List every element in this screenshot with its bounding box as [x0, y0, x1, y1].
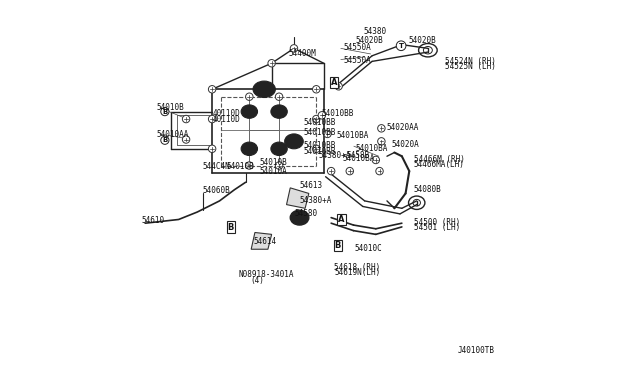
Ellipse shape — [241, 105, 257, 118]
Text: 54020A: 54020A — [392, 140, 420, 149]
Text: 54010B: 54010B — [156, 103, 184, 112]
Text: A: A — [339, 215, 345, 224]
Text: 54400M: 54400M — [289, 49, 316, 58]
Circle shape — [209, 115, 216, 123]
Circle shape — [324, 130, 331, 138]
Circle shape — [396, 41, 406, 51]
Ellipse shape — [241, 142, 257, 155]
Circle shape — [275, 162, 283, 169]
Text: 54550A: 54550A — [344, 56, 371, 65]
Polygon shape — [287, 188, 309, 208]
Text: 54501 (LH): 54501 (LH) — [413, 223, 460, 232]
FancyBboxPatch shape — [227, 221, 235, 232]
Text: 54380+A: 54380+A — [300, 196, 332, 205]
FancyBboxPatch shape — [334, 240, 342, 251]
Circle shape — [246, 162, 253, 169]
Ellipse shape — [290, 210, 309, 225]
Text: B: B — [163, 137, 168, 143]
Circle shape — [182, 136, 190, 143]
Text: (4): (4) — [250, 276, 264, 285]
Circle shape — [246, 93, 253, 100]
Text: T: T — [399, 43, 404, 49]
Text: 54619N(LH): 54619N(LH) — [334, 268, 380, 277]
Text: 54580: 54580 — [294, 209, 318, 218]
Ellipse shape — [271, 142, 287, 155]
Text: 54550A: 54550A — [344, 43, 371, 52]
Circle shape — [182, 115, 190, 123]
Circle shape — [291, 45, 298, 52]
Circle shape — [161, 108, 169, 116]
Text: B: B — [163, 109, 168, 115]
Circle shape — [372, 156, 380, 164]
Text: J40100TB: J40100TB — [458, 346, 495, 355]
Text: 5458B: 5458B — [347, 151, 370, 160]
Text: 54010BB: 54010BB — [303, 118, 335, 127]
Text: N08918-3401A: N08918-3401A — [239, 270, 294, 279]
Text: 54010BB: 54010BB — [303, 128, 335, 137]
Polygon shape — [251, 232, 271, 249]
FancyBboxPatch shape — [330, 77, 338, 88]
Text: 54020B: 54020B — [356, 36, 383, 45]
Text: 54466MA(LH): 54466MA(LH) — [413, 160, 465, 169]
Text: B: B — [335, 241, 341, 250]
Text: B: B — [228, 222, 234, 232]
Text: 54010BB: 54010BB — [303, 141, 335, 150]
Text: 54020AA: 54020AA — [386, 123, 419, 132]
Circle shape — [161, 136, 169, 144]
Circle shape — [335, 83, 342, 90]
Text: A: A — [331, 78, 337, 87]
Circle shape — [318, 112, 326, 119]
Text: 54525N (LH): 54525N (LH) — [445, 62, 496, 71]
Text: 54010A: 54010A — [259, 167, 287, 176]
Text: 54010BA: 54010BA — [342, 154, 374, 163]
Text: 54610: 54610 — [141, 216, 164, 225]
Text: 54380+A: 54380+A — [318, 151, 351, 160]
Text: 54614: 54614 — [254, 237, 277, 246]
Ellipse shape — [253, 81, 275, 97]
Text: 54060B: 54060B — [202, 186, 230, 195]
FancyBboxPatch shape — [337, 214, 346, 225]
Text: 40110D: 40110D — [213, 109, 241, 118]
Circle shape — [378, 125, 385, 132]
Text: 54020B: 54020B — [408, 36, 436, 45]
Ellipse shape — [285, 134, 303, 149]
Text: 54010B: 54010B — [260, 158, 287, 167]
Text: 54010B: 54010B — [227, 162, 254, 171]
Text: 54010BA: 54010BA — [336, 131, 369, 140]
Circle shape — [378, 138, 385, 145]
Ellipse shape — [271, 105, 287, 118]
Text: 54380: 54380 — [364, 27, 387, 36]
Text: 54010BA: 54010BA — [355, 144, 388, 153]
Circle shape — [209, 145, 216, 153]
Circle shape — [312, 145, 320, 153]
Circle shape — [346, 167, 353, 175]
Text: 544C4N: 544C4N — [202, 162, 230, 171]
Circle shape — [312, 115, 320, 123]
Text: 54080B: 54080B — [413, 185, 442, 194]
Text: 54010BB: 54010BB — [303, 147, 335, 156]
Text: 54010C: 54010C — [354, 244, 382, 253]
Text: 54524N (RH): 54524N (RH) — [445, 57, 496, 66]
Circle shape — [376, 167, 383, 175]
Circle shape — [312, 86, 320, 93]
Text: 54466M (RH): 54466M (RH) — [413, 155, 465, 164]
Text: 54618 (RH): 54618 (RH) — [334, 263, 380, 272]
Circle shape — [209, 86, 216, 93]
Text: 54613: 54613 — [300, 181, 323, 190]
Circle shape — [268, 60, 275, 67]
Text: 54010AA: 54010AA — [156, 130, 189, 139]
Circle shape — [328, 167, 335, 175]
Text: 54010BB: 54010BB — [322, 109, 354, 118]
Text: 54500 (RH): 54500 (RH) — [413, 218, 460, 227]
Text: 40110D: 40110D — [213, 115, 241, 124]
Circle shape — [275, 93, 283, 100]
